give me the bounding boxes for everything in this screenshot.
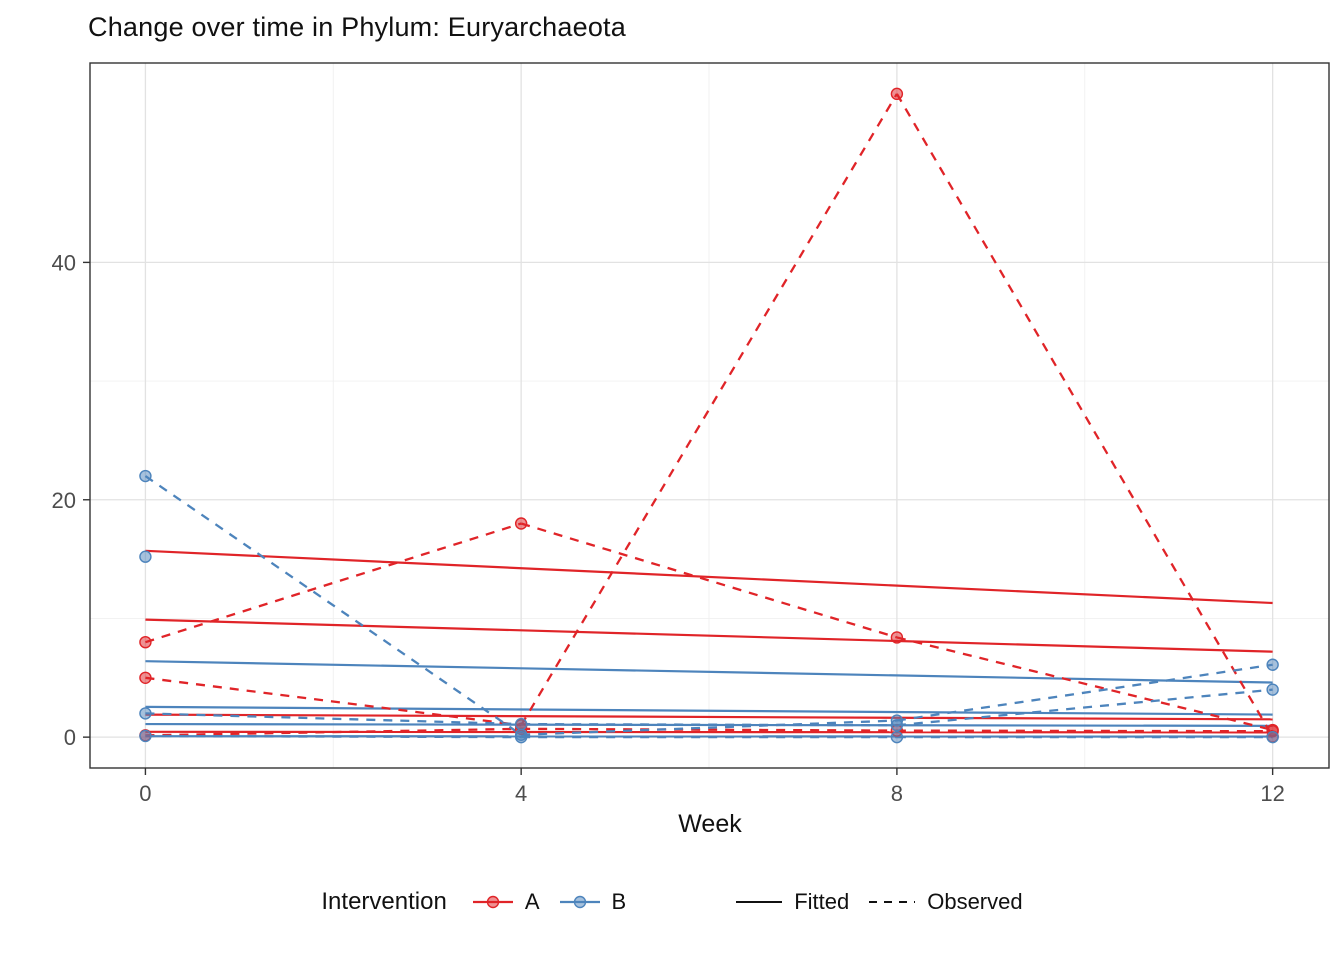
data-point-B-5-week0 xyxy=(139,707,152,720)
legend-item-observed: Observed xyxy=(867,889,1023,915)
fitted-line-B-5 xyxy=(145,705,1273,716)
data-point-B-5-week4 xyxy=(514,717,528,731)
observed-line-B-3 xyxy=(144,475,522,736)
data-point-B-6-week4 xyxy=(514,730,528,744)
data-point-B-6-week12 xyxy=(1266,730,1279,744)
observed-line-B-5 xyxy=(896,688,1273,727)
data-point-A-0-week8 xyxy=(890,631,904,644)
x-tick-label-0: 0 xyxy=(139,781,151,806)
fitted-line-A-2 xyxy=(145,713,1273,721)
legend-key-fitted-icon xyxy=(736,901,783,903)
x-tick-label-8: 8 xyxy=(891,781,903,806)
data-point-A-1-week8 xyxy=(890,87,904,101)
fitted-line-A-0 xyxy=(145,549,1273,605)
data-point-A-1-week0 xyxy=(139,671,152,684)
observed-line-A-1 xyxy=(145,676,522,727)
legend-item-fitted: Fitted xyxy=(734,889,849,915)
data-point-B-5-week8 xyxy=(890,719,904,732)
data-point-B-6-week0 xyxy=(139,729,152,743)
observed-line-A-2 xyxy=(521,727,897,732)
legend-item-group-a: A xyxy=(471,889,540,915)
data-point-B-4-week0 xyxy=(139,550,152,563)
observed-line-B-5 xyxy=(145,712,522,726)
legend-label-a: A xyxy=(524,889,540,914)
legend: Intervention A B Fitted Observed xyxy=(0,888,1344,916)
data-point-B-5-week12 xyxy=(1266,683,1279,696)
observed-line-B-6 xyxy=(145,734,522,739)
plot-area: 0 4 8 12 0 20 40 xyxy=(52,62,1330,806)
legend-key-b-icon xyxy=(559,895,600,909)
observed-line-A-2 xyxy=(896,729,1273,733)
legend-spacer xyxy=(644,902,716,903)
legend-item-group-b: B xyxy=(558,889,627,915)
panel-border xyxy=(89,62,1330,769)
observed-line-B-3 xyxy=(896,663,1273,722)
observed-line-A-2 xyxy=(145,727,522,737)
observed-line-B-3 xyxy=(521,719,897,736)
observed-line-A-0 xyxy=(896,636,1273,732)
legend-label-observed: Observed xyxy=(927,889,1023,914)
data-point-A-0-week0 xyxy=(139,635,152,649)
x-tick-label-12: 12 xyxy=(1260,781,1284,806)
legend-label-b: B xyxy=(611,889,627,914)
observed-line-B-5 xyxy=(521,722,897,727)
legend-label-fitted: Fitted xyxy=(794,889,850,914)
observed-line-A-1 xyxy=(520,93,898,726)
data-point-A-0-week4 xyxy=(514,517,528,530)
y-tick-label-40: 40 xyxy=(52,250,76,275)
y-tick-label-20: 20 xyxy=(52,488,76,513)
fitted-line-B-4 xyxy=(145,660,1273,684)
observed-line-A-1 xyxy=(895,93,1274,738)
legend-key-observed-icon xyxy=(869,901,916,903)
fitted-line-A-1 xyxy=(145,618,1273,653)
y-tick-label-0: 0 xyxy=(64,725,76,750)
chart-title: Change over time in Phylum: Euryarchaeot… xyxy=(88,12,626,42)
legend-title: Intervention xyxy=(321,888,447,915)
data-point-B-3-week12 xyxy=(1266,658,1279,671)
observed-line-A-0 xyxy=(145,522,522,644)
data-point-B-6-week8 xyxy=(890,730,904,744)
x-tick-label-4: 4 xyxy=(515,781,527,806)
legend-key-a-icon xyxy=(472,895,513,909)
observed-line-A-0 xyxy=(520,522,898,639)
x-axis-title: Week xyxy=(678,810,742,838)
data-point-B-3-week0 xyxy=(139,469,152,483)
